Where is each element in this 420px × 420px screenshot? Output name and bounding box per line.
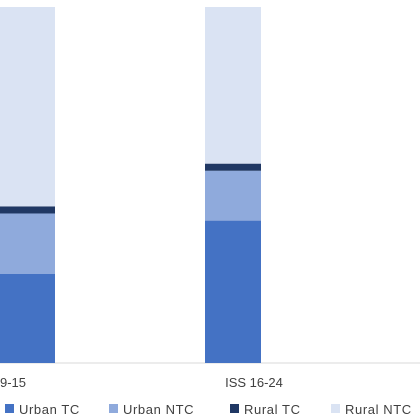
- bar-segment-urban-tc-1: [205, 220, 261, 363]
- bar-segment-urban-ntc-0: [0, 213, 55, 274]
- legend-swatch-urban-ntc: [109, 404, 118, 413]
- legend-swatch-rural-ntc: [331, 404, 340, 413]
- legend-label-rural-tc: Rural TC: [244, 402, 301, 417]
- bar-segment-rural-tc-1: [205, 163, 261, 171]
- legend-label-urban-ntc: Urban NTC: [123, 402, 194, 417]
- category-label-0: 9-15: [0, 375, 26, 390]
- legend-swatch-rural-tc: [230, 404, 239, 413]
- bar-segment-urban-ntc-1: [205, 170, 261, 221]
- legend: Urban TC Urban NTC Rural TC Rural NTC: [5, 402, 412, 417]
- legend-label-urban-tc: Urban TC: [19, 402, 80, 417]
- bar-segment-rural-ntc-0: [0, 7, 55, 207]
- category-label-1: ISS 16-24: [225, 375, 283, 390]
- legend-swatch-urban-tc: [5, 404, 14, 413]
- bar-segment-rural-tc-0: [0, 206, 55, 214]
- legend-label-rural-ntc: Rural NTC: [345, 402, 412, 417]
- bar-segment-urban-tc-0: [0, 274, 55, 363]
- bars-group: [0, 7, 261, 363]
- bar-segment-rural-ntc-1: [205, 7, 261, 164]
